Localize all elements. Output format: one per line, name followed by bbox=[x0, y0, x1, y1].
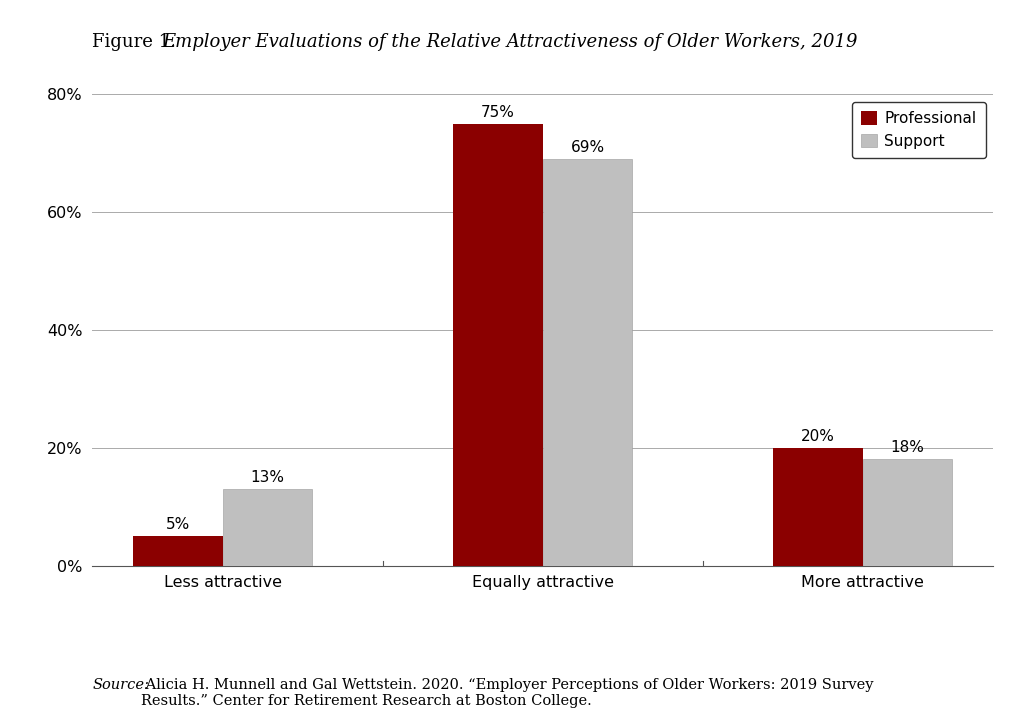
Bar bbox=[453, 124, 543, 566]
Text: 5%: 5% bbox=[166, 517, 190, 532]
Bar bbox=[543, 159, 633, 566]
Text: 13%: 13% bbox=[251, 470, 285, 485]
Text: 69%: 69% bbox=[570, 140, 604, 155]
Bar bbox=[223, 489, 312, 566]
Text: Alicia H. Munnell and Gal Wettstein. 2020. “Employer Perceptions of Older Worker: Alicia H. Munnell and Gal Wettstein. 202… bbox=[141, 678, 873, 708]
Bar bbox=[133, 536, 223, 566]
Text: 18%: 18% bbox=[891, 440, 925, 455]
Text: Source:: Source: bbox=[92, 678, 150, 692]
Bar bbox=[773, 448, 862, 566]
Text: 20%: 20% bbox=[801, 428, 835, 444]
Text: 75%: 75% bbox=[481, 104, 515, 120]
Text: Figure 1.: Figure 1. bbox=[92, 33, 182, 51]
Text: Employer Evaluations of the Relative Attractiveness of Older Workers, 2019: Employer Evaluations of the Relative Att… bbox=[162, 33, 857, 51]
Legend: Professional, Support: Professional, Support bbox=[852, 102, 986, 158]
Bar bbox=[862, 460, 952, 566]
